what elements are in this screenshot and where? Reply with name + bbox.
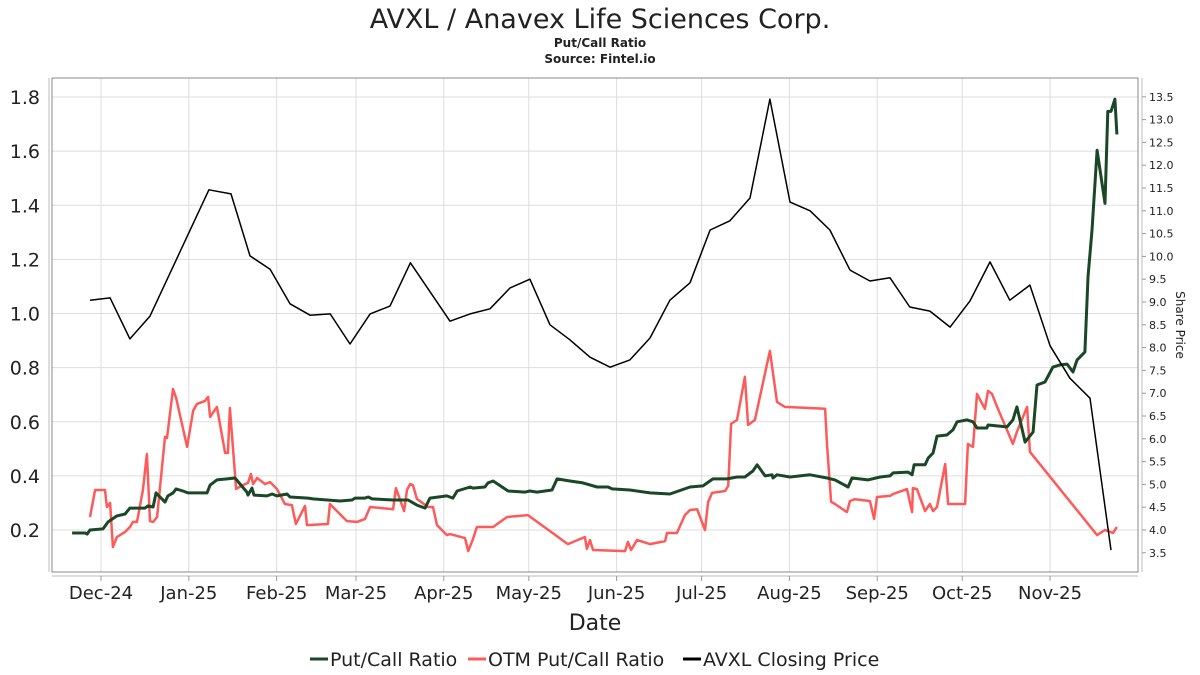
right-tick-label: 6.5: [1149, 410, 1167, 423]
series-line-put-call-ratio: [72, 97, 1119, 536]
right-tick-label: 13.5: [1149, 91, 1174, 104]
right-tick-label: 8.5: [1149, 319, 1167, 332]
chart-source: Source: Fintel.io: [544, 52, 655, 66]
right-axis-ticks: 3.5 4.0 4.5 5.0 5.5 6.0 6.5 7.0 7.5 8.0 8.5 9.0 9.5 1…: [1142, 91, 1174, 560]
right-tick-label: 7.5: [1149, 364, 1167, 377]
right-tick-label: 4.5: [1149, 501, 1167, 514]
right-tick-label: 8.0: [1149, 342, 1167, 355]
left-tick-label: 1.6: [10, 141, 40, 163]
legend-label: Put/Call Ratio: [330, 649, 457, 671]
chart-subtitle: Put/Call Ratio: [554, 36, 646, 50]
series-lines: [72, 97, 1119, 553]
right-axis-label: Share Price: [1173, 291, 1187, 359]
right-tick-label: 11.0: [1149, 205, 1174, 218]
right-tick-label: 5.5: [1149, 456, 1167, 469]
x-tick-label: Feb-25: [246, 583, 307, 604]
right-tick-label: 9.5: [1149, 273, 1167, 286]
series-line-otm-put-call-ratio: [88, 349, 1118, 553]
right-tick-label: 4.0: [1149, 524, 1167, 537]
chart-title: AVXL / Anavex Life Sciences Corp.: [370, 4, 831, 35]
left-tick-label: 1.2: [10, 249, 40, 271]
right-tick-label: 13.0: [1149, 114, 1174, 127]
plot-area-frame: [51, 77, 1139, 573]
right-tick-label: 7.0: [1149, 387, 1167, 400]
left-tick-label: 0.4: [10, 466, 40, 488]
right-tick-label: 6.0: [1149, 433, 1167, 446]
x-tick-label: Aug-25: [757, 583, 822, 604]
x-tick-label: Apr-25: [414, 583, 473, 604]
gridlines: [52, 78, 1138, 572]
x-tick-label: May-25: [496, 583, 562, 604]
right-tick-label: 11.5: [1149, 182, 1174, 195]
x-tick-label: Jun-25: [587, 583, 646, 604]
x-axis-ticks: Dec-24 Jan-25 Feb-25 Mar-25 Apr-25 May-25 Jun-…: [69, 576, 1082, 604]
x-tick-label: Jan-25: [159, 583, 217, 604]
right-tick-label: 10.0: [1149, 250, 1174, 263]
x-tick-label: Jul-25: [675, 583, 727, 604]
x-tick-label: Sep-25: [846, 583, 909, 604]
x-tick-label: Oct-25: [932, 583, 993, 604]
x-tick-label: Mar-25: [325, 583, 387, 604]
x-tick-label: Nov-25: [1018, 583, 1082, 604]
right-tick-label: 3.5: [1149, 547, 1167, 560]
right-tick-label: 12.0: [1149, 159, 1174, 172]
right-tick-label: 10.5: [1149, 228, 1174, 241]
right-tick-label: 9.0: [1149, 296, 1167, 309]
left-tick-label: 0.8: [10, 358, 40, 380]
left-tick-label: 1.8: [10, 87, 40, 109]
left-tick-label: 0.2: [10, 520, 40, 542]
x-axis-label: Date: [569, 611, 622, 636]
left-tick-label: 1.4: [10, 195, 40, 217]
left-tick-label: 1.0: [10, 304, 40, 326]
x-tick-label: Dec-24: [69, 583, 133, 604]
left-tick-label: 0.6: [10, 412, 40, 434]
left-axis-ticks: 0.2 0.4 0.6 0.8 1.0 1.2 1.4 1.6 1.8: [10, 87, 40, 542]
legend: Put/Call Ratio OTM Put/Call Ratio AVXL Clo…: [310, 649, 879, 671]
legend-label: AVXL Closing Price: [703, 649, 879, 671]
right-tick-label: 5.0: [1149, 478, 1167, 491]
legend-label: OTM Put/Call Ratio: [488, 649, 664, 671]
right-tick-label: 12.5: [1149, 136, 1174, 149]
series-line-avxl-closing-price: [89, 98, 1112, 551]
